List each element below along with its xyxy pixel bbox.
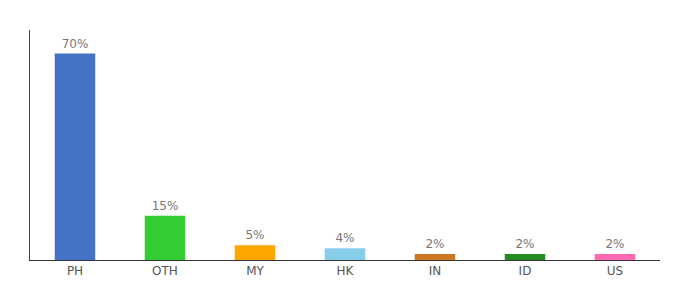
svg-text:MY: MY: [246, 264, 264, 278]
svg-text:OTH: OTH: [152, 264, 178, 278]
svg-text:HK: HK: [337, 264, 355, 278]
svg-text:PH: PH: [67, 264, 83, 278]
svg-text:2%: 2%: [605, 237, 624, 251]
svg-text:4%: 4%: [335, 231, 354, 245]
svg-text:70%: 70%: [62, 37, 89, 51]
svg-text:5%: 5%: [245, 228, 264, 242]
svg-text:2%: 2%: [425, 237, 444, 251]
svg-text:15%: 15%: [152, 199, 179, 213]
svg-text:ID: ID: [519, 264, 532, 278]
svg-text:US: US: [607, 264, 623, 278]
svg-text:2%: 2%: [515, 237, 534, 251]
svg-text:IN: IN: [429, 264, 442, 278]
